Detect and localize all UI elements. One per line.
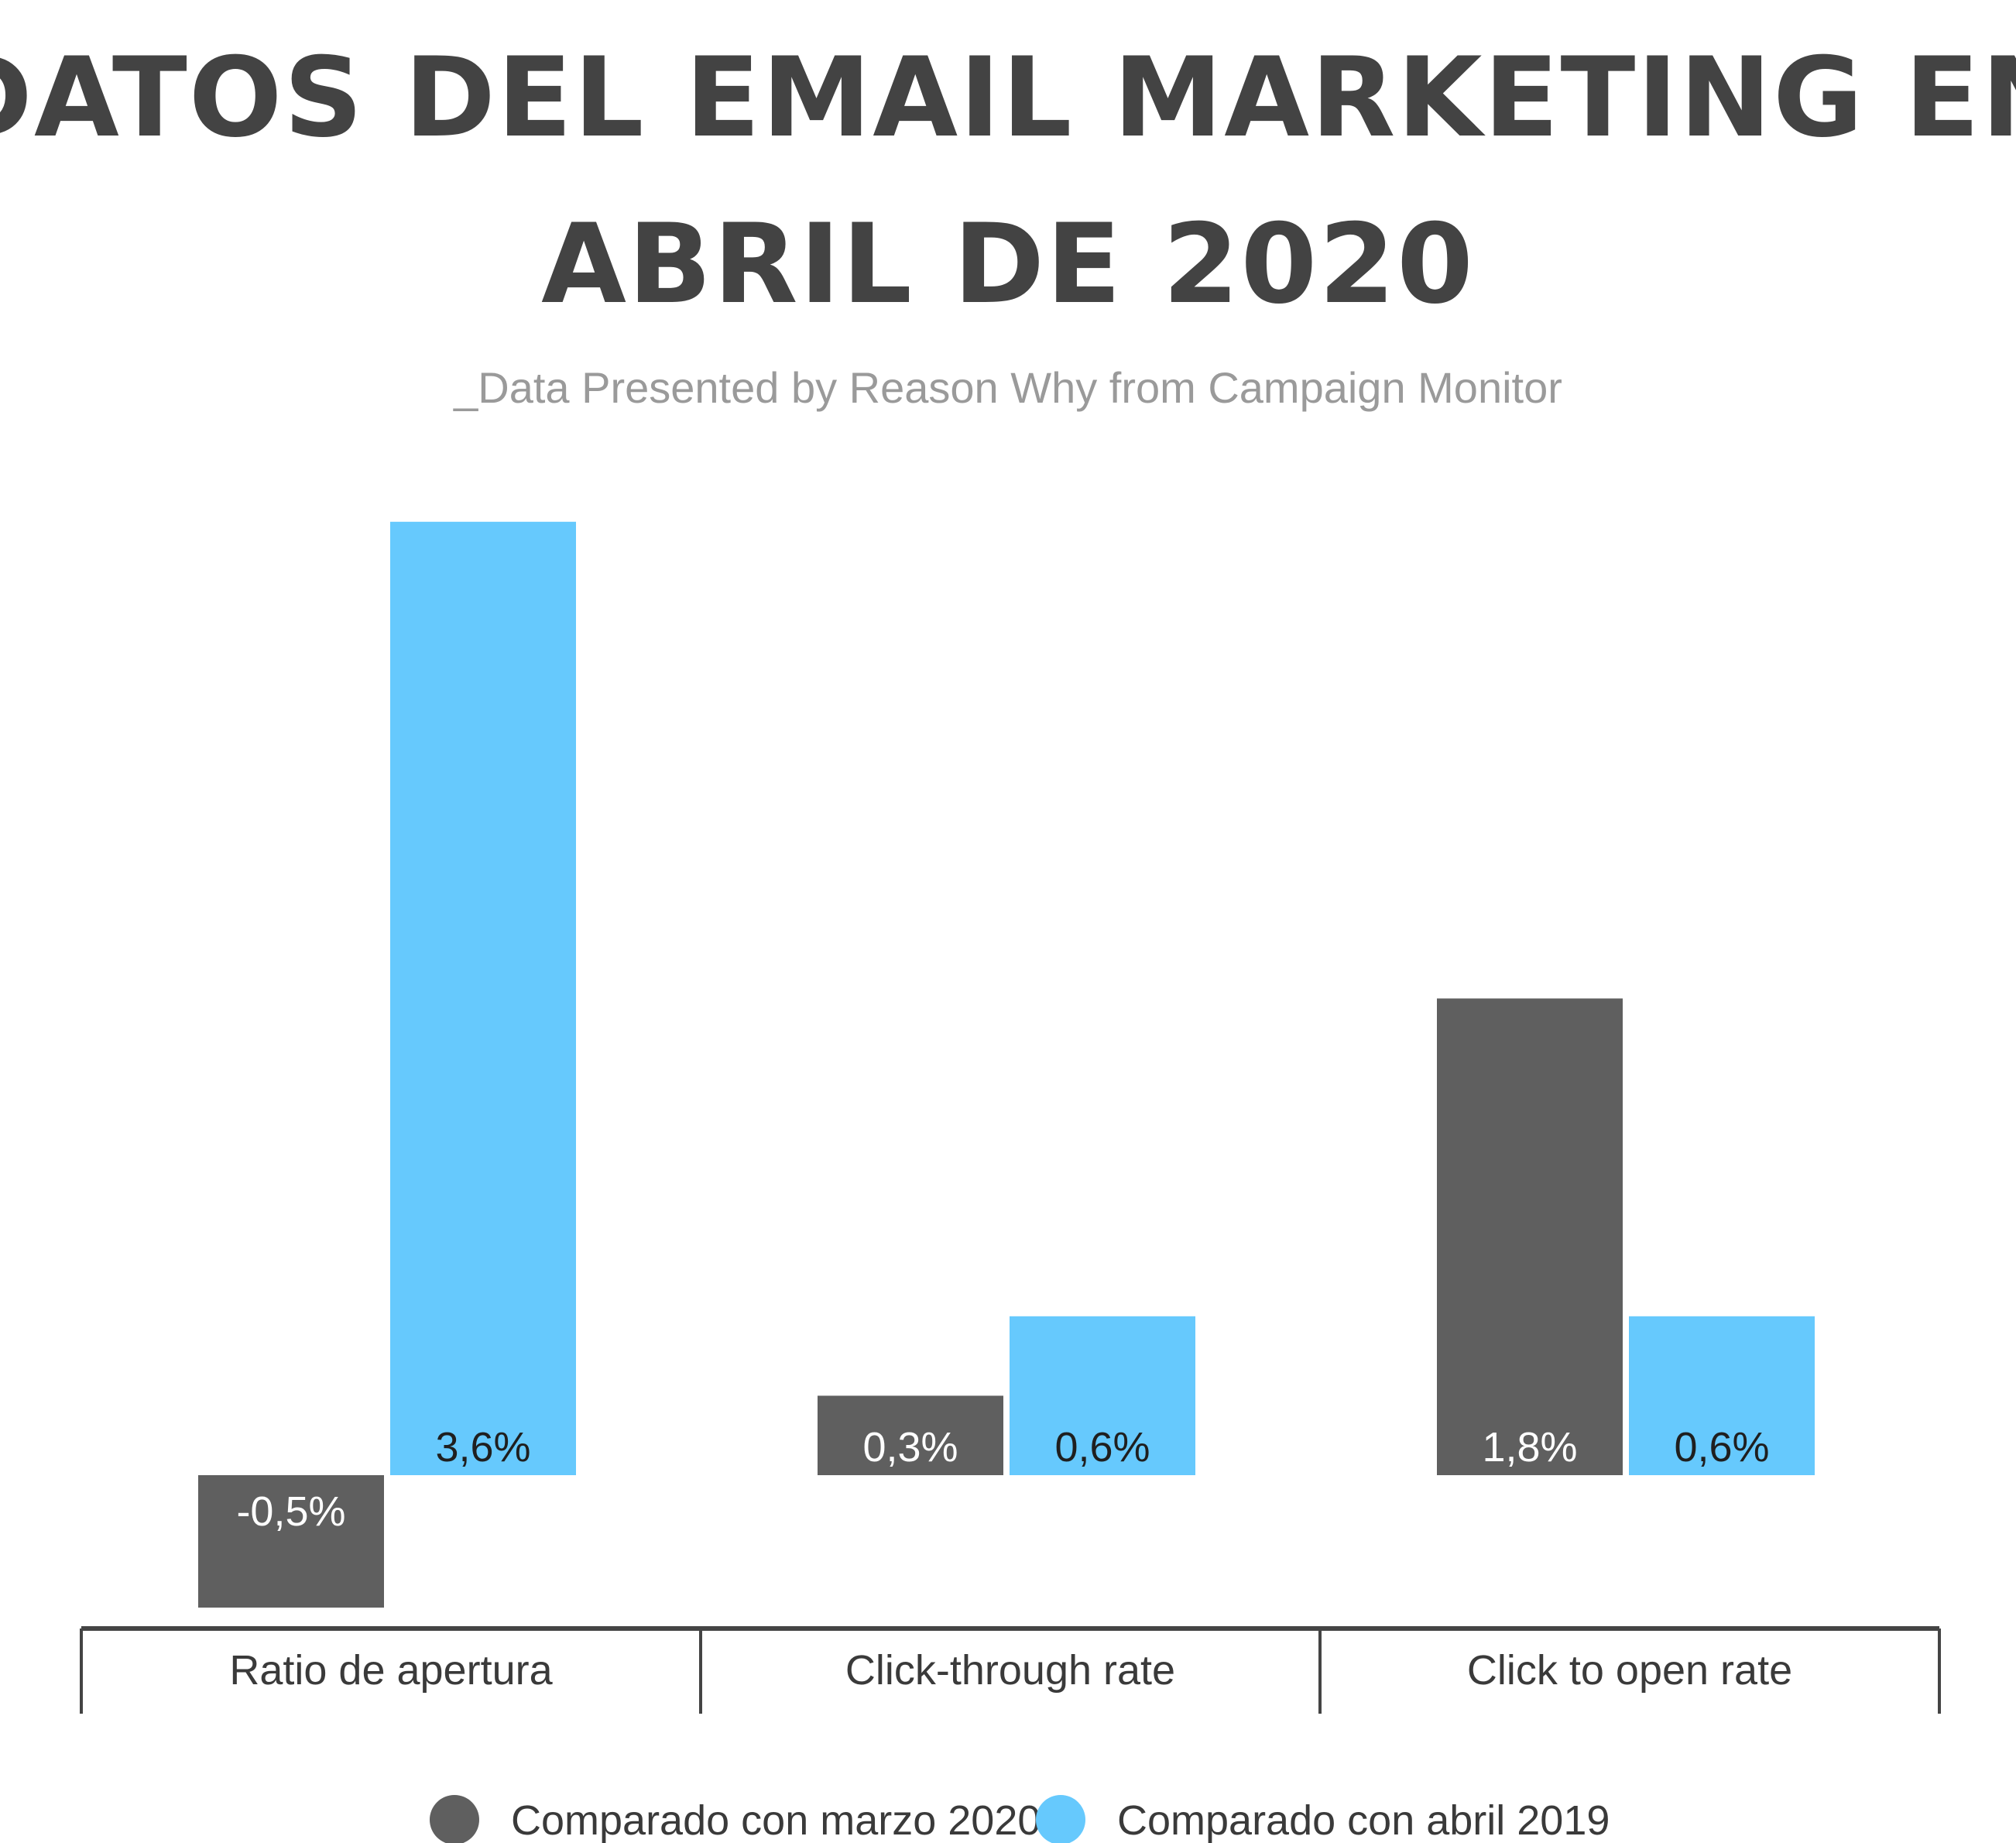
x-axis: Ratio de apertura Click-through rate Click…	[80, 1626, 1941, 1714]
legend: Comparado con marzo 2020 Comparado con ab…	[430, 1795, 1610, 1843]
bar-value-label: -0,5%	[236, 1488, 345, 1535]
bar-labels-layer: -0,5% 3,6% 0,3% 0,6% 1,8% 0,6%	[236, 1424, 1769, 1535]
bar-value-label: 0,6%	[1054, 1424, 1150, 1471]
x-tick-label: Ratio de apertura	[229, 1647, 553, 1694]
legend-item: Comparado con abril 2019	[1036, 1795, 1610, 1843]
x-tick-label: Click-through rate	[845, 1647, 1175, 1694]
legend-swatch	[1036, 1795, 1085, 1843]
bar-value-label: 3,6%	[435, 1424, 530, 1471]
bar-value-label: 1,8%	[1482, 1424, 1577, 1471]
x-tick-label: Click to open rate	[1467, 1647, 1792, 1694]
bar-1-3	[1437, 998, 1623, 1475]
bar-2-1	[390, 521, 576, 1475]
bar-value-label: 0,3%	[862, 1424, 958, 1471]
chart-title-line-1: DATOS DEL EMAIL MARKETING EN	[0, 34, 2016, 162]
bars-layer	[198, 521, 1815, 1608]
legend-swatch	[430, 1795, 479, 1843]
bar-value-label: 0,6%	[1674, 1424, 1769, 1471]
bar-2-2	[1010, 1316, 1195, 1475]
chart-title-line-2: ABRIL DE 2020	[541, 201, 1475, 328]
legend-label: Comparado con abril 2019	[1117, 1797, 1610, 1843]
legend-label: Comparado con marzo 2020	[511, 1797, 1041, 1843]
chart-subtitle: _Data Presented by Reason Why from Campa…	[453, 363, 1562, 412]
bar-1-2	[818, 1395, 1003, 1475]
bar-2-3	[1629, 1316, 1815, 1475]
bar-1-1	[198, 1475, 384, 1608]
legend-item: Comparado con marzo 2020	[430, 1795, 1041, 1843]
